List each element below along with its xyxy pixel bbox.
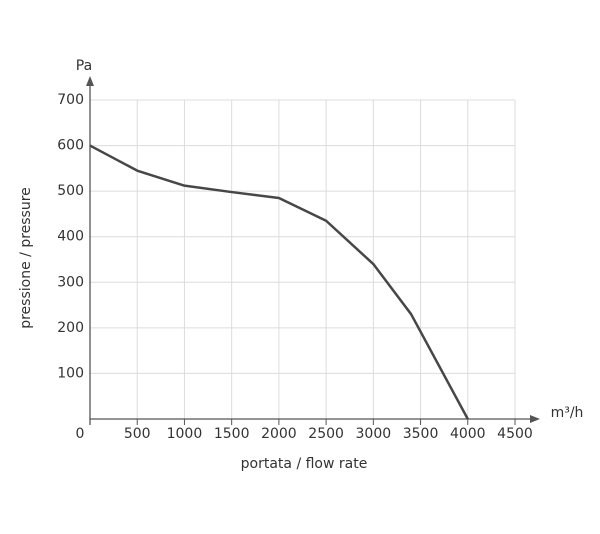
x-tick-label: 4500: [497, 426, 533, 442]
curve: [89, 144, 469, 420]
x-tick-label: 0: [76, 426, 85, 442]
y-tick-label: 100: [57, 365, 84, 381]
y-tick-label: 300: [57, 274, 84, 290]
x-axis-arrow: [530, 415, 540, 423]
y-axis-label: pressione / pressure: [18, 187, 34, 329]
x-tick-label: 3000: [356, 426, 392, 442]
x-tick-label: 1000: [167, 426, 203, 442]
x-axis-label: portata / flow rate: [241, 456, 368, 472]
y-tick-label: 200: [57, 320, 84, 336]
x-tick-label: 1500: [214, 426, 250, 442]
y-tick-label: 600: [57, 138, 84, 154]
x-tick-label: 3500: [403, 426, 439, 442]
x-tick-label: 500: [124, 426, 151, 442]
x-tick-label: 2000: [261, 426, 297, 442]
x-tick-label: 2500: [308, 426, 344, 442]
x-tick-label: 4000: [450, 426, 486, 442]
y-tick-label: 700: [57, 92, 84, 108]
y-unit: Pa: [76, 58, 92, 74]
y-tick-label: 500: [57, 183, 84, 199]
y-axis-arrow: [86, 76, 94, 86]
x-unit: m³/h: [551, 405, 584, 421]
y-tick-label: 400: [57, 229, 84, 245]
